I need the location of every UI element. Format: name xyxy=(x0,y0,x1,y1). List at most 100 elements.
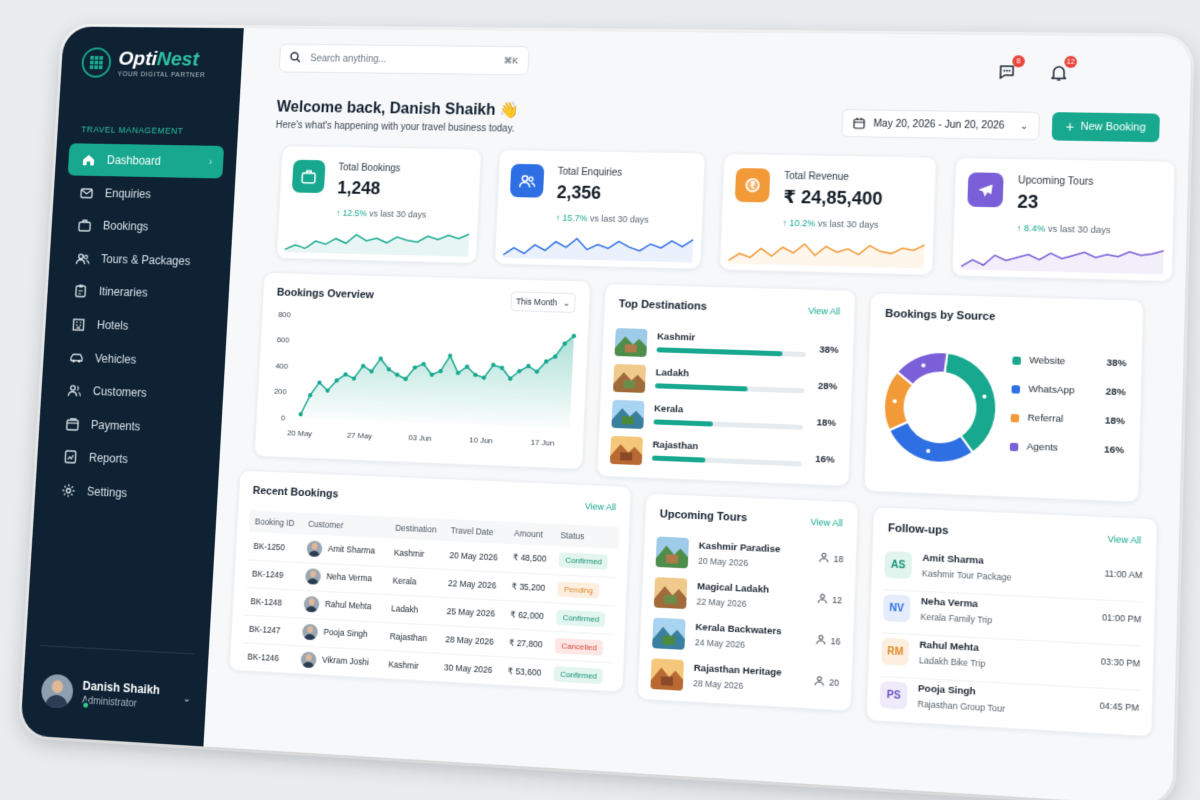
view-all-link[interactable]: View All xyxy=(1107,534,1141,546)
sidebar-item-label: Customers xyxy=(93,384,147,399)
initials-avatar: AS xyxy=(884,551,912,579)
sidebar-item-label: Settings xyxy=(87,485,128,500)
recent-bookings-table: Booking ID Customer Destination Travel Date… xyxy=(241,510,619,691)
recent-bookings-card: Recent Bookings View All Booking ID Custo… xyxy=(229,470,632,693)
customers-icon xyxy=(67,383,83,399)
amount: ₹ 27,800 xyxy=(503,628,551,659)
list-item[interactable]: Rajasthan 16% xyxy=(610,436,835,475)
user-profile[interactable]: Danish Shaikh Administrator ⌄ xyxy=(40,674,191,716)
view-all-link[interactable]: View All xyxy=(585,501,617,512)
stat-card-total-bookings: Total Bookings 1,248 ↑ 12.5% vs last 30 da… xyxy=(276,145,482,264)
source-legend: Website 38% WhatsApp 28% Referral 18% Agents 16… xyxy=(871,293,1143,300)
bookings-by-source-card: Bookings by Source Website 38% WhatsApp 28%… xyxy=(863,292,1144,503)
destination-percent: 28% xyxy=(818,381,838,393)
destination-thumbnail xyxy=(615,328,648,357)
list-item[interactable]: Kashmir Paradise 20 May 2026 18 xyxy=(655,537,844,582)
date-range-picker[interactable]: May 20, 2026 - Jun 20, 2026 ⌄ xyxy=(841,109,1040,140)
x-tick-label: 17 Jun xyxy=(530,438,554,448)
column-header[interactable]: Amount xyxy=(508,522,555,546)
participant-count-value: 18 xyxy=(833,554,843,565)
sparkline-area xyxy=(503,235,693,262)
travel-date: 22 May 2026 xyxy=(442,569,507,600)
users-icon xyxy=(510,164,545,198)
sidebar-item-vehicles[interactable]: Vehicles xyxy=(55,340,212,378)
sidebar-item-itineraries[interactable]: Itineraries xyxy=(60,274,217,311)
x-tick-label: 03 Jun xyxy=(408,433,432,443)
stat-label: Total Enquiries xyxy=(558,167,623,179)
column-header[interactable]: Travel Date xyxy=(444,519,509,544)
tour-thumbnail xyxy=(656,537,689,569)
sidebar-item-enquiries[interactable]: Enquiries xyxy=(66,176,223,212)
legend-label: WhatsApp xyxy=(1028,384,1075,397)
sidebar-item-tours-packages[interactable]: Tours & Packages xyxy=(62,242,219,279)
destination: Kerala xyxy=(386,566,443,597)
stat-card-upcoming-tours: Upcoming Tours 23 ↑ 8.4% vs last 30 days xyxy=(952,157,1176,282)
list-item[interactable]: Kerala Backwaters 24 May 2026 16 xyxy=(652,618,841,665)
column-header[interactable]: Booking ID xyxy=(249,510,303,534)
customer-name: Rahul Mehta xyxy=(325,599,372,611)
stat-change-period: vs last 30 days xyxy=(818,219,879,230)
destination-thumbnail xyxy=(613,364,646,393)
avatar xyxy=(302,624,318,641)
tour-name: Kashmir Paradise xyxy=(699,540,781,555)
plus-icon: + xyxy=(1065,121,1074,131)
y-tick-label: 200 xyxy=(274,387,287,397)
tour-date: 24 May 2026 xyxy=(695,637,745,650)
stat-change-period: vs last 30 days xyxy=(1048,224,1111,236)
followup-subject: Ladakh Bike Trip xyxy=(919,655,986,669)
column-header[interactable]: Destination xyxy=(389,517,445,541)
user-icon xyxy=(817,593,828,606)
notifications-button[interactable]: 12 xyxy=(1047,62,1071,84)
sidebar-item-label: Payments xyxy=(91,418,141,433)
stat-change-pct: 15.7% xyxy=(562,213,587,223)
tour-thumbnail xyxy=(652,618,686,650)
bookings-overview-title: Bookings Overview xyxy=(277,287,375,301)
list-item[interactable]: Kerala 18% xyxy=(611,400,836,438)
user-role: Administrator xyxy=(81,696,159,711)
new-booking-button[interactable]: + New Booking xyxy=(1052,112,1160,142)
stat-value: 1,248 xyxy=(337,178,381,199)
legend-percent: 38% xyxy=(1106,357,1127,369)
destination: Rajasthan xyxy=(383,622,440,653)
sidebar-item-dashboard[interactable]: Dashboard › xyxy=(68,143,224,178)
sidebar-nav: Dashboard › Enquiries Bookings Tours & Packa… xyxy=(47,143,224,513)
messages-button[interactable]: 8 xyxy=(995,61,1019,83)
participant-count: 16 xyxy=(815,634,841,648)
view-all-link[interactable]: View All xyxy=(810,517,843,529)
sidebar-item-label: Enquiries xyxy=(105,186,152,200)
list-item[interactable]: Magical Ladakh 22 May 2026 12 xyxy=(654,577,843,623)
legend-item-referral: Referral 18% xyxy=(1011,412,1126,427)
customer-cell: Neha Verma xyxy=(299,562,388,594)
list-item[interactable]: Kashmir 38% xyxy=(614,328,839,365)
view-all-link[interactable]: View All xyxy=(808,306,840,317)
participant-count-value: 16 xyxy=(831,636,841,647)
list-item[interactable]: Rajasthan Heritage 28 May 2026 20 xyxy=(650,658,839,705)
bookings-by-source-title: Bookings by Source xyxy=(885,308,996,323)
logo[interactable]: OptiNest YOUR DIGITAL PARTNER xyxy=(81,47,207,79)
sidebar-item-customers[interactable]: Customers xyxy=(53,374,211,412)
donut-slice-whatsapp xyxy=(888,421,974,464)
column-header[interactable]: Status xyxy=(554,524,619,549)
progress-track xyxy=(655,383,805,393)
status-badge: Cancelled xyxy=(555,637,603,655)
briefcase-icon xyxy=(77,218,93,234)
user-icon xyxy=(815,634,826,647)
source-donut-chart xyxy=(876,344,1005,471)
brand-name: OptiNest xyxy=(118,48,207,72)
rupee-coin-icon xyxy=(735,168,771,202)
sidebar-item-bookings[interactable]: Bookings xyxy=(64,209,221,245)
sidebar-item-label: Reports xyxy=(89,451,129,466)
sidebar-item-hotels[interactable]: Hotels xyxy=(57,307,214,345)
sidebar-item-payments[interactable]: Payments xyxy=(51,407,209,446)
search-input[interactable]: Search anything... ⌘K xyxy=(279,44,530,76)
chevron-down-icon[interactable]: ⌄ xyxy=(183,693,192,704)
list-item[interactable]: Ladakh 28% xyxy=(613,364,838,402)
tour-name: Kerala Backwaters xyxy=(695,622,782,638)
sidebar-item-settings[interactable]: Settings xyxy=(47,473,205,513)
period-select[interactable]: This Month ⌄ xyxy=(510,291,576,313)
followup-time: 01:00 PM xyxy=(1102,612,1141,624)
search-placeholder: Search anything... xyxy=(310,53,387,64)
followup-subject: Kerala Family Trip xyxy=(920,611,992,625)
destination: Kashmir xyxy=(382,650,439,681)
sidebar-item-label: Bookings xyxy=(103,219,149,233)
